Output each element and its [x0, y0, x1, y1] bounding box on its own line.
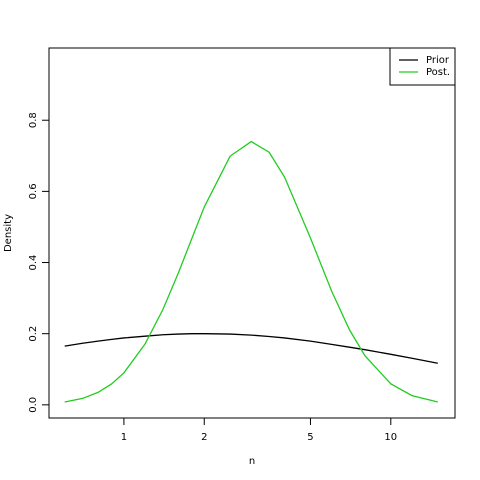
x-axis-label: n [249, 456, 255, 467]
series-line [64, 140, 438, 403]
x-tick-label: 1 [121, 432, 127, 443]
legend-label: Prior [426, 55, 450, 66]
y-tick-label: 0.6 [28, 183, 39, 199]
y-tick-label: 0.0 [28, 397, 39, 413]
legend-box [389, 47, 456, 86]
legend-label: Post. [426, 67, 450, 78]
x-tick-label: 10 [384, 432, 397, 443]
y-tick-label: 0.8 [28, 112, 39, 128]
x-tick-label: 5 [307, 432, 313, 443]
y-tick-label: 0.4 [28, 255, 39, 271]
y-axis-label: Density [3, 214, 14, 252]
y-tick-label: 0.2 [28, 326, 39, 342]
series-line [64, 333, 438, 364]
plot-frame [48, 47, 456, 419]
x-tick-label: 2 [201, 432, 207, 443]
